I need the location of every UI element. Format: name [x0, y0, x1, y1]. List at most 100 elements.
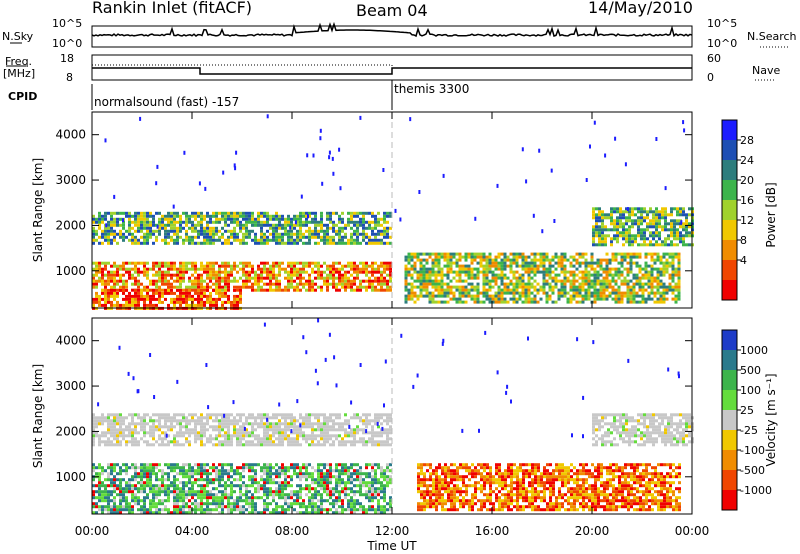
echo-cell — [665, 252, 669, 256]
echo-cell — [521, 147, 524, 152]
echo-cell — [377, 270, 380, 274]
echo-cell — [638, 264, 642, 268]
echo-cell — [149, 431, 152, 435]
echo-cell — [440, 285, 444, 289]
echo-cell — [359, 261, 362, 265]
echo-cell — [164, 279, 167, 283]
echo-cell — [616, 228, 619, 232]
echo-cell — [275, 505, 278, 509]
echo-cell — [176, 238, 179, 242]
echo-cell — [425, 267, 429, 271]
echo-cell — [233, 217, 236, 221]
echo-cell — [386, 502, 389, 506]
echo-cell — [119, 425, 122, 429]
echo-cell — [332, 502, 335, 506]
echo-cell — [335, 499, 338, 503]
echo-cell — [212, 508, 215, 512]
echo-cell — [644, 297, 648, 301]
echo-cell — [383, 487, 386, 491]
echo-cell — [470, 282, 474, 286]
echo-cell — [632, 252, 636, 256]
echo-cell — [530, 300, 534, 304]
echo-cell — [227, 229, 230, 233]
echo-cell — [646, 228, 649, 232]
echo-cell — [359, 481, 362, 485]
echo-cell — [197, 214, 200, 218]
echo-cell — [287, 273, 290, 277]
echo-cell — [113, 220, 116, 224]
echo-cell — [200, 217, 203, 221]
echo-cell — [92, 466, 95, 470]
echo-cell — [110, 294, 113, 298]
echo-cell — [607, 228, 610, 232]
echo-cell — [356, 267, 359, 271]
echo-cell — [647, 282, 651, 286]
freq-trace — [92, 67, 692, 75]
echo-cell — [191, 428, 194, 432]
echo-cell — [251, 276, 254, 280]
echo-cell — [294, 220, 297, 225]
echo-cell — [233, 279, 236, 283]
echo-cell — [188, 291, 191, 295]
echo-cell — [245, 217, 248, 221]
echo-cell — [521, 255, 525, 259]
echo-cell — [197, 505, 200, 509]
echo-cell — [359, 487, 362, 491]
echo-cell — [383, 276, 386, 280]
echo-cell — [413, 291, 417, 295]
echo-cell — [500, 270, 504, 274]
echo-cell — [626, 294, 630, 298]
echo-cell — [185, 472, 188, 476]
echo-cell — [188, 431, 191, 435]
echo-cell — [356, 211, 359, 215]
echo-cell — [422, 276, 426, 280]
echo-cell — [338, 496, 341, 500]
echo-cell — [104, 288, 107, 292]
echo-cell — [599, 282, 603, 286]
echo-cell — [140, 490, 143, 494]
echo-cell — [188, 487, 191, 491]
echo-cell — [254, 232, 257, 236]
echo-cell — [209, 502, 212, 506]
echo-cell — [104, 217, 107, 221]
echo-cell — [500, 288, 504, 292]
echo-cell — [643, 243, 646, 247]
echo-cell — [266, 413, 269, 417]
echo-cell — [185, 267, 188, 271]
echo-cell — [236, 469, 239, 473]
echo-cell — [185, 437, 188, 441]
echo-cell — [374, 496, 377, 500]
echo-cell — [98, 264, 101, 268]
echo-cell — [179, 279, 182, 283]
echo-cell — [245, 211, 248, 215]
echo-cell — [356, 232, 359, 236]
echo-cell — [221, 303, 224, 307]
echo-cell — [119, 440, 122, 444]
echo-cell — [227, 511, 230, 515]
echo-cell — [107, 288, 110, 292]
echo-cell — [257, 440, 260, 444]
echo-cell — [275, 508, 278, 512]
echo-cell — [185, 425, 188, 429]
echo-cell — [92, 300, 95, 304]
echo-cell — [227, 475, 230, 479]
echo-cell — [176, 431, 179, 435]
echo-cell — [646, 225, 649, 229]
echo-cell — [613, 237, 616, 241]
echo-cell — [455, 252, 459, 256]
echo-cell — [640, 216, 643, 220]
echo-cell — [625, 210, 628, 214]
echo-cell — [631, 222, 634, 226]
echo-cell — [107, 297, 110, 301]
echo-cell — [281, 238, 284, 242]
echo-cell — [212, 419, 215, 423]
echo-cell — [218, 270, 221, 274]
echo-cell — [590, 285, 594, 289]
echo-cell — [380, 261, 383, 265]
echo-cell — [218, 264, 221, 268]
echo-cell — [128, 434, 131, 438]
echo-cell — [197, 229, 200, 233]
echo-cell — [362, 223, 365, 227]
echo-cell — [610, 207, 613, 211]
echo-cell — [221, 419, 224, 423]
